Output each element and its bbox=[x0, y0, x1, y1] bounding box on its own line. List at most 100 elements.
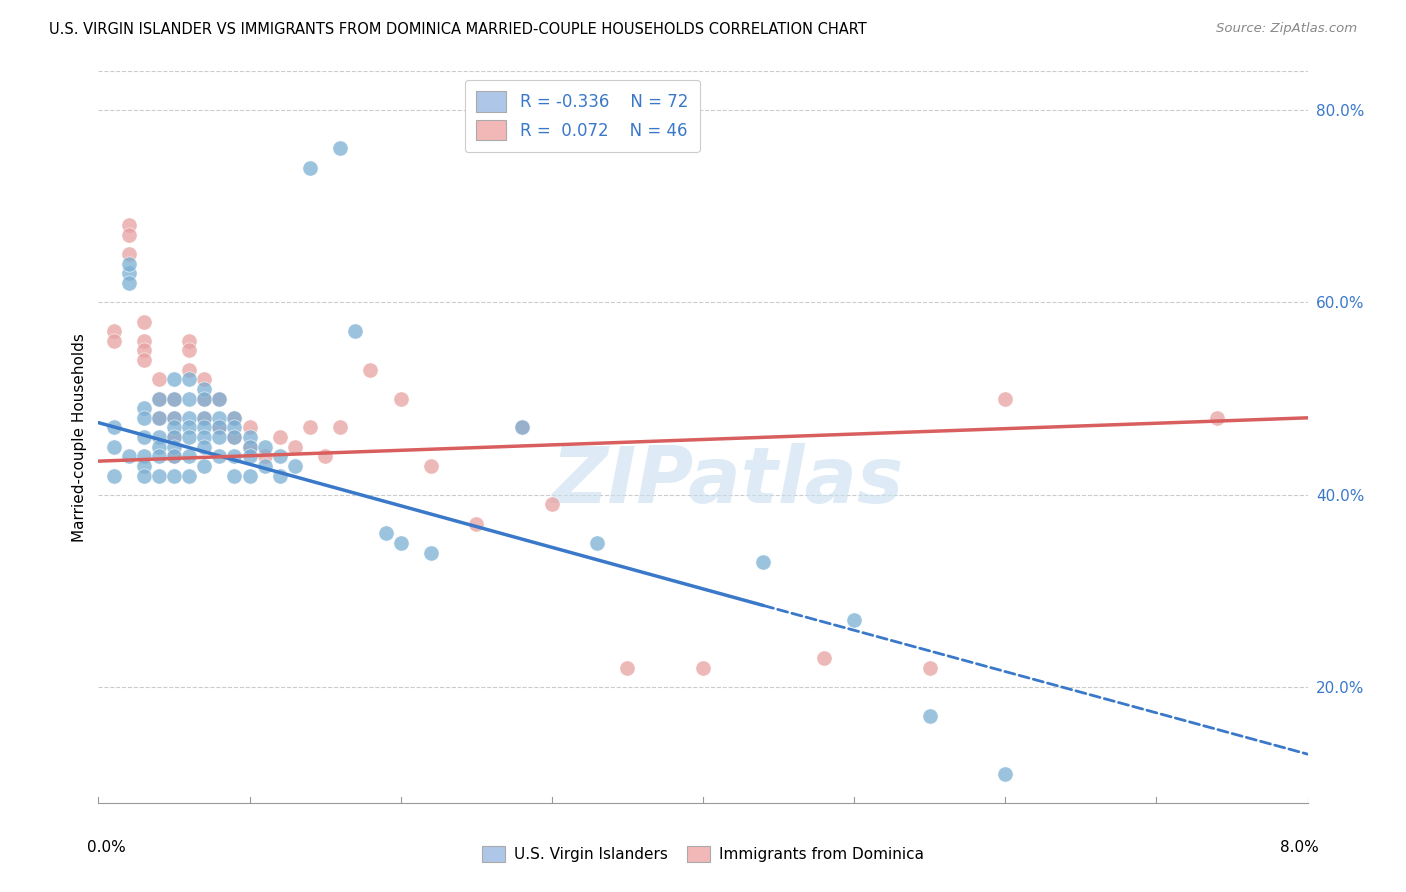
Point bbox=[253, 440, 276, 454]
Point bbox=[148, 440, 170, 454]
Point bbox=[208, 392, 231, 406]
Point bbox=[132, 410, 155, 425]
Point bbox=[269, 430, 291, 444]
Point bbox=[208, 420, 231, 434]
Point bbox=[918, 661, 941, 675]
Point bbox=[510, 420, 533, 434]
Point bbox=[208, 420, 231, 434]
Point bbox=[284, 458, 307, 473]
Point bbox=[389, 536, 412, 550]
Point bbox=[132, 334, 155, 348]
Point bbox=[239, 440, 262, 454]
Point bbox=[118, 450, 141, 464]
Point bbox=[389, 392, 412, 406]
Point bbox=[284, 440, 307, 454]
Point bbox=[239, 430, 262, 444]
Point bbox=[208, 450, 231, 464]
Legend: U.S. Virgin Islanders, Immigrants from Dominica: U.S. Virgin Islanders, Immigrants from D… bbox=[477, 840, 929, 868]
Point bbox=[179, 343, 201, 358]
Point bbox=[360, 362, 382, 376]
Point bbox=[118, 219, 141, 233]
Point bbox=[510, 420, 533, 434]
Point bbox=[118, 257, 141, 271]
Text: 0.0%: 0.0% bbox=[87, 840, 127, 855]
Point bbox=[239, 450, 262, 464]
Point bbox=[253, 450, 276, 464]
Y-axis label: Married-couple Households: Married-couple Households bbox=[72, 333, 87, 541]
Point bbox=[193, 392, 215, 406]
Point bbox=[148, 430, 170, 444]
Point bbox=[179, 372, 201, 386]
Point bbox=[224, 430, 246, 444]
Point bbox=[420, 458, 443, 473]
Point bbox=[208, 430, 231, 444]
Point bbox=[918, 709, 941, 723]
Point bbox=[163, 410, 186, 425]
Point bbox=[193, 440, 215, 454]
Point bbox=[163, 372, 186, 386]
Point bbox=[239, 440, 262, 454]
Point bbox=[329, 141, 352, 155]
Point bbox=[179, 334, 201, 348]
Point bbox=[103, 440, 125, 454]
Point bbox=[208, 410, 231, 425]
Point bbox=[193, 382, 215, 396]
Point bbox=[163, 450, 186, 464]
Point bbox=[163, 392, 186, 406]
Point bbox=[163, 430, 186, 444]
Point bbox=[994, 392, 1017, 406]
Point bbox=[179, 420, 201, 434]
Point bbox=[193, 372, 215, 386]
Point bbox=[586, 536, 609, 550]
Point bbox=[132, 343, 155, 358]
Point bbox=[179, 392, 201, 406]
Point bbox=[374, 526, 396, 541]
Point bbox=[163, 392, 186, 406]
Point bbox=[179, 450, 201, 464]
Point bbox=[132, 401, 155, 416]
Point bbox=[692, 661, 714, 675]
Point bbox=[163, 440, 186, 454]
Point bbox=[103, 324, 125, 338]
Point bbox=[163, 410, 186, 425]
Point bbox=[193, 430, 215, 444]
Point bbox=[224, 430, 246, 444]
Point bbox=[193, 410, 215, 425]
Point bbox=[299, 161, 322, 175]
Point bbox=[239, 420, 262, 434]
Legend: R = -0.336    N = 72, R =  0.072    N = 46: R = -0.336 N = 72, R = 0.072 N = 46 bbox=[464, 79, 700, 152]
Point bbox=[616, 661, 638, 675]
Point bbox=[344, 324, 367, 338]
Point bbox=[420, 545, 443, 559]
Point bbox=[148, 392, 170, 406]
Point bbox=[193, 458, 215, 473]
Point bbox=[299, 420, 322, 434]
Point bbox=[132, 353, 155, 368]
Point bbox=[179, 362, 201, 376]
Point bbox=[314, 450, 336, 464]
Point bbox=[1206, 410, 1229, 425]
Point bbox=[224, 420, 246, 434]
Point bbox=[132, 468, 155, 483]
Point bbox=[148, 450, 170, 464]
Point bbox=[179, 468, 201, 483]
Point bbox=[224, 410, 246, 425]
Point bbox=[148, 410, 170, 425]
Point bbox=[132, 430, 155, 444]
Point bbox=[118, 276, 141, 290]
Text: 8.0%: 8.0% bbox=[1279, 840, 1319, 855]
Point bbox=[208, 392, 231, 406]
Point bbox=[118, 227, 141, 242]
Point bbox=[813, 651, 835, 665]
Text: U.S. VIRGIN ISLANDER VS IMMIGRANTS FROM DOMINICA MARRIED-COUPLE HOUSEHOLDS CORRE: U.S. VIRGIN ISLANDER VS IMMIGRANTS FROM … bbox=[49, 22, 868, 37]
Point bbox=[329, 420, 352, 434]
Point bbox=[103, 334, 125, 348]
Point bbox=[253, 458, 276, 473]
Point bbox=[239, 468, 262, 483]
Point bbox=[193, 410, 215, 425]
Point bbox=[224, 468, 246, 483]
Point bbox=[224, 450, 246, 464]
Point bbox=[103, 468, 125, 483]
Point bbox=[540, 498, 562, 512]
Point bbox=[465, 516, 488, 531]
